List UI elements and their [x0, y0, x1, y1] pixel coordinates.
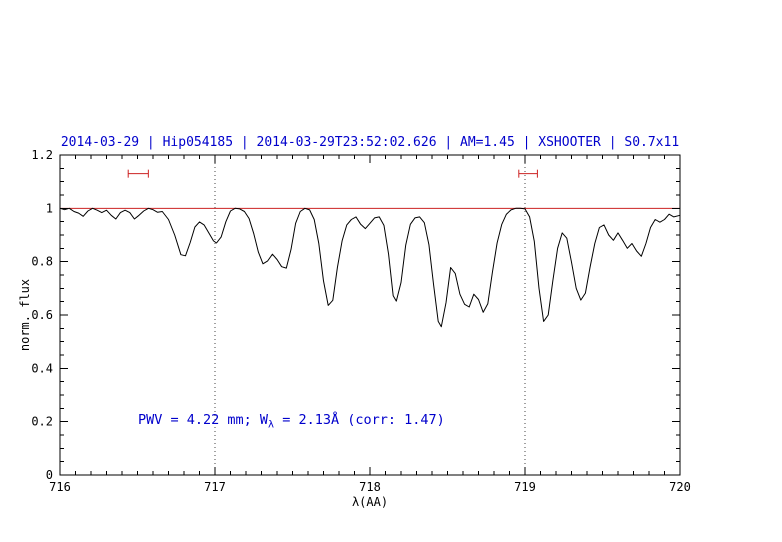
pwv-annotation-text-2: = 2.13Å (corr: 1.47): [274, 412, 445, 428]
y-axis-label: norm. flux: [18, 278, 32, 352]
x-axis-label: λ(AA): [351, 495, 389, 509]
x-tick-label: 718: [359, 480, 381, 494]
x-tick-label: 719: [514, 480, 536, 494]
chart-title: 2014-03-29 | Hip054185 | 2014-03-29T23:5…: [60, 135, 680, 150]
y-tick-label: 0.4: [31, 361, 53, 375]
pwv-annotation: PWV = 4.22 mm; Wλ = 2.13Å (corr: 1.47): [138, 412, 445, 431]
y-tick-label: 0.6: [31, 308, 53, 322]
y-tick-label: 1: [46, 201, 53, 215]
pwv-annotation-subscript: λ: [268, 419, 275, 431]
x-tick-label: 716: [49, 480, 71, 494]
y-tick-label: 0.2: [31, 415, 53, 429]
pwv-annotation-text: PWV = 4.22 mm; W: [138, 412, 269, 428]
y-tick-label: 0.8: [31, 255, 53, 269]
y-tick-label: 0: [46, 468, 53, 482]
y-tick-label: 1.2: [31, 148, 53, 162]
spectrum-line: [59, 207, 681, 328]
x-tick-label: 717: [204, 480, 226, 494]
x-tick-label: 720: [669, 480, 691, 494]
